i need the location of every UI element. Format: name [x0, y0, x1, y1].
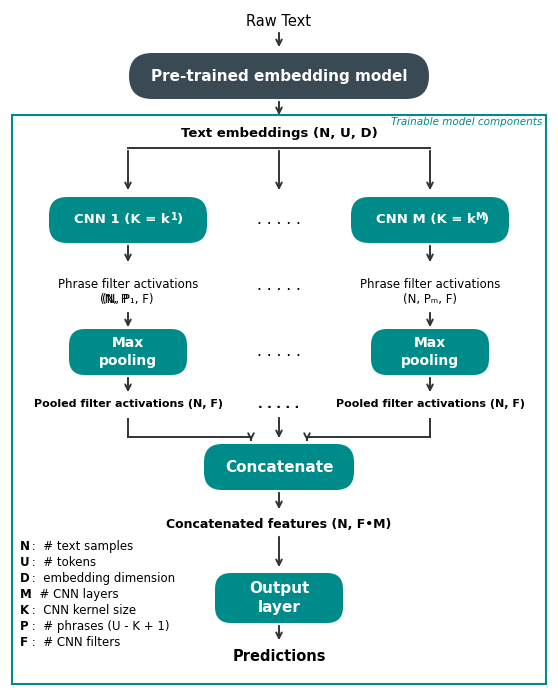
- Text: Concatenated features (N, F•M): Concatenated features (N, F•M): [166, 518, 392, 531]
- Text: :  # tokens: : # tokens: [28, 556, 96, 569]
- Text: Pooled filter activations (N, F): Pooled filter activations (N, F): [33, 399, 223, 409]
- Text: Output
layer: Output layer: [249, 581, 309, 615]
- Text: Max
pooling: Max pooling: [401, 336, 459, 367]
- FancyBboxPatch shape: [351, 197, 509, 243]
- Text: :  # phrases (U - K + 1): : # phrases (U - K + 1): [28, 620, 170, 633]
- Text: 1: 1: [171, 212, 178, 222]
- Text: Pooled filter activations (N, F): Pooled filter activations (N, F): [335, 399, 525, 409]
- Text: Raw Text: Raw Text: [247, 14, 311, 29]
- FancyBboxPatch shape: [215, 573, 343, 623]
- Text: . . . . .: . . . . .: [257, 278, 301, 294]
- Text: F: F: [20, 636, 28, 649]
- Text: . . . . .: . . . . .: [257, 345, 301, 360]
- Text: Trainable model components: Trainable model components: [391, 117, 542, 127]
- Text: Pre-trained embedding model: Pre-trained embedding model: [151, 68, 407, 84]
- FancyBboxPatch shape: [69, 329, 187, 375]
- Text: Phrase filter activations: Phrase filter activations: [360, 278, 500, 291]
- Text: U: U: [20, 556, 30, 569]
- Text: (N, Pₘ, F): (N, Pₘ, F): [403, 293, 457, 306]
- FancyBboxPatch shape: [129, 53, 429, 99]
- Text: CNN M (K = k: CNN M (K = k: [376, 214, 476, 226]
- Text: . . . . .: . . . . .: [258, 397, 300, 411]
- Text: Predictions: Predictions: [232, 649, 326, 664]
- Text: :  # CNN layers: : # CNN layers: [28, 588, 119, 601]
- Text: Concatenate: Concatenate: [225, 459, 333, 475]
- Text: Phrase filter activations: Phrase filter activations: [58, 278, 198, 291]
- Text: CNN 1 (K = k: CNN 1 (K = k: [74, 214, 170, 226]
- Text: P: P: [20, 620, 28, 633]
- Bar: [12, 115, 546, 684]
- FancyBboxPatch shape: [49, 197, 207, 243]
- Text: D: D: [20, 572, 30, 585]
- Text: :  # CNN filters: : # CNN filters: [28, 636, 121, 649]
- Text: Text embeddings (N, U, D): Text embeddings (N, U, D): [181, 127, 377, 140]
- Text: (N, P: (N, P: [100, 293, 128, 306]
- Text: ): ): [177, 214, 184, 226]
- Text: N: N: [20, 540, 30, 553]
- Text: K: K: [20, 604, 29, 617]
- FancyBboxPatch shape: [204, 444, 354, 490]
- Text: :  CNN kernel size: : CNN kernel size: [28, 604, 136, 617]
- Text: ): ): [483, 214, 489, 226]
- Text: :  # text samples: : # text samples: [28, 540, 133, 553]
- Text: M: M: [20, 588, 32, 601]
- Text: . . . . .: . . . . .: [257, 212, 301, 228]
- Text: M: M: [475, 212, 485, 222]
- Text: Max
pooling: Max pooling: [99, 336, 157, 367]
- FancyBboxPatch shape: [371, 329, 489, 375]
- Text: :  embedding dimension: : embedding dimension: [28, 572, 175, 585]
- Text: (N, P₁, F): (N, P₁, F): [102, 293, 154, 306]
